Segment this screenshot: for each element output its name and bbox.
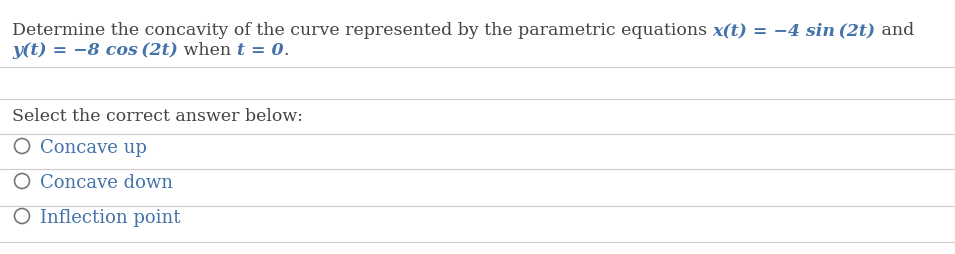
Text: Inflection point: Inflection point <box>40 208 180 226</box>
Text: y(t) = −8 cos (2t): y(t) = −8 cos (2t) <box>12 42 178 59</box>
Text: Concave up: Concave up <box>40 138 147 156</box>
Text: Determine the concavity of the curve represented by the parametric equations: Determine the concavity of the curve rep… <box>12 22 712 39</box>
Text: Concave down: Concave down <box>40 173 173 191</box>
Text: and: and <box>876 22 914 39</box>
Text: x(t) = −4 sin (2t): x(t) = −4 sin (2t) <box>712 22 876 39</box>
Text: .: . <box>283 42 288 59</box>
Text: when: when <box>178 42 237 59</box>
Text: t = 0: t = 0 <box>237 42 283 59</box>
Text: Select the correct answer below:: Select the correct answer below: <box>12 108 303 124</box>
